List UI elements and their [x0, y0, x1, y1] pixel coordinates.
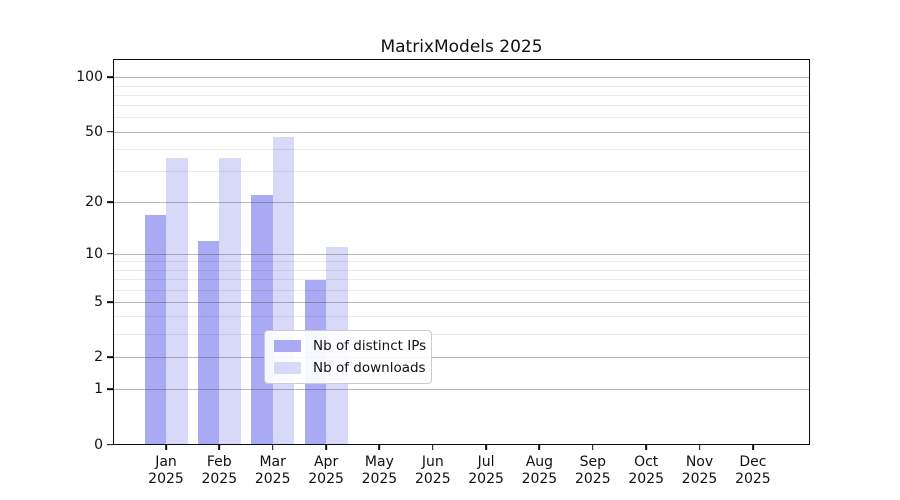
x-tick-mark [218, 445, 221, 450]
bar [251, 195, 273, 445]
x-tick-mark [485, 445, 487, 450]
y-tick-mark [107, 130, 113, 133]
gridline-minor [113, 316, 810, 318]
x-tick-mark [538, 445, 541, 450]
y-tick-label: 10 [85, 245, 103, 262]
x-tick-label: Jan 2025 [148, 454, 184, 487]
legend: Nb of distinct IPs Nb of downloads [264, 330, 432, 384]
x-tick-mark [645, 445, 648, 450]
gridline-major [113, 253, 810, 255]
gridline-major [113, 357, 810, 359]
gridline-minor [113, 149, 810, 150]
y-tick-label: 0 [94, 436, 103, 453]
x-tick-mark [752, 445, 754, 450]
y-tick-mark [107, 76, 113, 79]
x-tick-label: Jul 2025 [468, 454, 504, 487]
bar [144, 215, 166, 445]
gridline-minor [113, 269, 810, 271]
y-tick-label: 2 [94, 349, 103, 366]
gridline-major [113, 389, 810, 391]
legend-swatch [274, 340, 301, 352]
x-tick-mark [165, 445, 167, 450]
gridline-minor [113, 171, 810, 173]
legend-swatch [274, 362, 301, 374]
y-tick-label: 50 [85, 123, 103, 140]
gridline-minor [113, 279, 810, 280]
bar [166, 157, 188, 445]
gridline-minor [113, 85, 810, 87]
bar [219, 157, 241, 445]
gridline-minor [113, 334, 810, 336]
legend-entry-downloads: Nb of downloads [274, 359, 426, 377]
y-tick-mark [107, 252, 113, 255]
gridline-major [113, 202, 810, 204]
y-tick-mark [107, 443, 113, 446]
gridline-minor [113, 261, 810, 263]
x-tick-mark [591, 445, 594, 450]
x-tick-label: Mar 2025 [254, 454, 291, 487]
bar [197, 240, 220, 445]
x-tick-label: May 2025 [361, 454, 398, 487]
y-tick-mark [107, 301, 113, 303]
gridline-major [113, 131, 810, 133]
gridline-minor [113, 105, 810, 107]
y-tick-mark [107, 388, 113, 391]
x-tick-label: Nov 2025 [681, 454, 718, 487]
legend-entry-distinct-ips: Nb of distinct IPs [274, 337, 426, 355]
x-tick-mark [698, 445, 701, 450]
y-tick-label: 1 [94, 381, 103, 398]
x-tick-label: Dec 2025 [735, 454, 771, 487]
bar [272, 136, 295, 445]
x-tick-mark [271, 445, 274, 450]
gridline-major [113, 77, 810, 79]
gridline-minor [113, 289, 810, 291]
x-tick-label: Sep 2025 [574, 454, 611, 487]
chart-title: MatrixModels 2025 [380, 37, 543, 57]
y-tick-label: 20 [85, 194, 103, 211]
x-tick-mark [431, 445, 434, 450]
gridline-minor [113, 117, 810, 119]
x-tick-label: Oct 2025 [628, 454, 665, 487]
gridline-minor [113, 94, 810, 96]
x-tick-label: Feb 2025 [201, 454, 238, 487]
y-tick-mark [107, 356, 113, 358]
plot-area: 0 1 2 5 10 20 50 100 Jan 2025 Feb 2025 Mar 2025 Apr… [76, 59, 810, 487]
y-tick-mark [107, 201, 113, 204]
x-tick-label: Apr 2025 [308, 454, 344, 487]
y-tick-label: 100 [76, 69, 103, 86]
legend-label: Nb of distinct IPs [313, 338, 427, 354]
x-tick-mark [325, 445, 327, 450]
x-tick-label: Jun 2025 [414, 454, 451, 487]
gridline-major [113, 301, 810, 303]
y-tick-label: 5 [94, 293, 103, 310]
x-tick-mark [378, 445, 381, 450]
x-tick-label: Aug 2025 [521, 454, 558, 487]
legend-label: Nb of downloads [313, 360, 426, 376]
